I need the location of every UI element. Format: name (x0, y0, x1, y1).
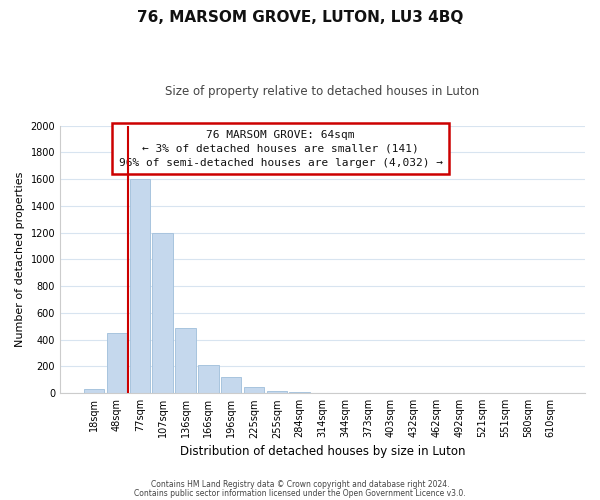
Bar (130, 179, 150, 393)
X-axis label: Distribution of detached houses by size in Luton: Distribution of detached houses by size … (180, 444, 465, 458)
Bar (152, 232, 173, 393)
Text: Contains public sector information licensed under the Open Government Licence v3: Contains public sector information licen… (134, 488, 466, 498)
Bar (266, 391, 287, 393)
Text: Contains HM Land Registry data © Crown copyright and database right 2024.: Contains HM Land Registry data © Crown c… (151, 480, 449, 489)
Bar (289, 392, 310, 393)
Title: Size of property relative to detached houses in Luton: Size of property relative to detached ho… (166, 85, 479, 98)
Bar (244, 387, 264, 393)
Text: 76, MARSOM GROVE, LUTON, LU3 4BQ: 76, MARSOM GROVE, LUTON, LU3 4BQ (137, 10, 463, 25)
Bar (221, 377, 241, 393)
Bar (107, 333, 127, 393)
Y-axis label: Number of detached properties: Number of detached properties (15, 172, 25, 347)
Bar (198, 365, 218, 393)
Bar (84, 388, 104, 393)
Bar (175, 328, 196, 393)
Text: 76 MARSOM GROVE: 64sqm
← 3% of detached houses are smaller (141)
96% of semi-det: 76 MARSOM GROVE: 64sqm ← 3% of detached … (119, 130, 443, 168)
